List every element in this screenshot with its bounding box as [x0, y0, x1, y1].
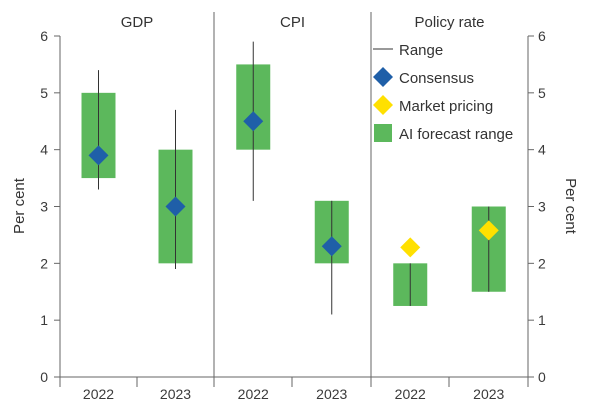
- consensus-marker: [321, 236, 342, 257]
- panel-title: Policy rate: [414, 14, 484, 31]
- y-tick-label-right: 2: [538, 255, 546, 271]
- y-tick-label-right: 0: [538, 369, 546, 385]
- panel-0: GDP 2022 2023: [81, 14, 193, 402]
- x-tick-label: 2023: [316, 386, 347, 402]
- panel-2: Policy rate 2022 2023: [393, 14, 506, 402]
- y-tick-label-left: 5: [40, 85, 48, 101]
- consensus-marker: [165, 196, 186, 217]
- axes: 0 0 1 1 2 2 3 3 4 4 5 5 6 6 Per cent Per cent: [11, 12, 579, 387]
- y-tick-label-right: 6: [538, 28, 546, 44]
- legend-consensus-label: Consensus: [399, 70, 474, 87]
- x-tick-label: 2023: [473, 386, 504, 402]
- legend: Range Consensus Market pricing AI forecast …: [373, 42, 513, 143]
- y-tick-label-left: 6: [40, 28, 48, 44]
- x-tick-label: 2023: [160, 386, 191, 402]
- y-axis-title-left: Per cent: [11, 177, 28, 234]
- y-tick-label-left: 1: [40, 312, 48, 328]
- consensus-marker: [243, 111, 264, 132]
- panels: GDP 2022 2023 CPI 2022 2023 Policy rate 2022 202…: [81, 14, 506, 402]
- y-tick-label-right: 4: [538, 142, 546, 158]
- legend-consensus-swatch: [373, 67, 393, 87]
- legend-ai-range-label: AI forecast range: [399, 126, 513, 143]
- legend-market-pricing-label: Market pricing: [399, 98, 493, 115]
- panel-title: GDP: [121, 14, 154, 31]
- legend-market-pricing-swatch: [373, 95, 393, 115]
- market-pricing-marker: [400, 237, 421, 258]
- y-tick-label-left: 3: [40, 199, 48, 215]
- y-tick-label-right: 1: [538, 312, 546, 328]
- panel-1: CPI 2022 2023: [236, 14, 349, 402]
- y-tick-label-left: 2: [40, 255, 48, 271]
- y-tick-label-left: 4: [40, 142, 48, 158]
- consensus-marker: [88, 145, 109, 166]
- y-tick-label-left: 0: [40, 369, 48, 385]
- y-axis-title-right: Per cent: [562, 178, 579, 235]
- y-tick-label-right: 3: [538, 199, 546, 215]
- x-tick-label: 2022: [395, 386, 426, 402]
- legend-range-label: Range: [399, 42, 443, 59]
- market-pricing-marker: [478, 220, 499, 241]
- x-tick-label: 2022: [238, 386, 269, 402]
- x-tick-label: 2022: [83, 386, 114, 402]
- legend-ai-range-swatch: [374, 124, 392, 142]
- panel-title: CPI: [280, 14, 305, 31]
- y-tick-label-right: 5: [538, 85, 546, 101]
